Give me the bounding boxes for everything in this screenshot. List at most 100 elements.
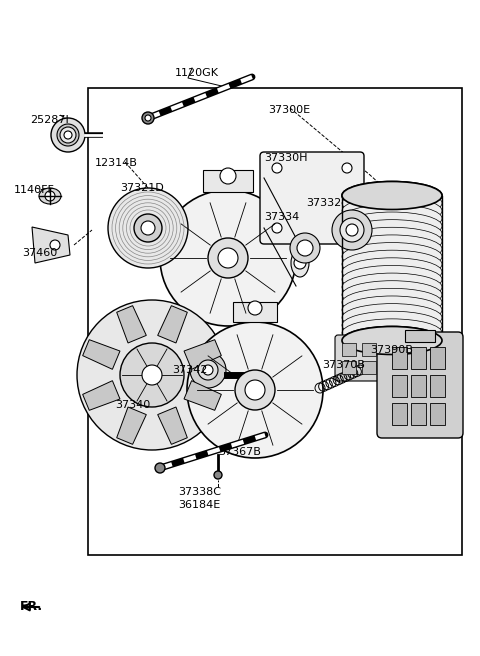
Ellipse shape — [342, 182, 442, 209]
Text: 37342: 37342 — [172, 365, 207, 375]
Text: 37390B: 37390B — [370, 345, 413, 355]
Text: FR.: FR. — [20, 600, 43, 613]
Circle shape — [141, 221, 155, 235]
Circle shape — [64, 131, 72, 139]
Bar — [392, 403, 407, 425]
Ellipse shape — [342, 327, 442, 354]
Text: 37367B: 37367B — [218, 447, 261, 457]
Bar — [342, 361, 356, 374]
Ellipse shape — [342, 319, 442, 347]
Ellipse shape — [342, 212, 442, 240]
Circle shape — [290, 233, 320, 263]
Bar — [430, 403, 445, 425]
Bar — [411, 347, 426, 369]
Ellipse shape — [342, 304, 442, 331]
Bar — [430, 375, 445, 397]
Polygon shape — [184, 340, 221, 369]
Circle shape — [145, 115, 151, 121]
Text: 37330H: 37330H — [264, 153, 308, 163]
Circle shape — [45, 191, 55, 201]
Text: 1120GK: 1120GK — [175, 68, 219, 78]
Polygon shape — [158, 407, 187, 444]
Circle shape — [120, 343, 184, 407]
Text: 37340: 37340 — [115, 400, 150, 410]
Ellipse shape — [342, 235, 442, 263]
Circle shape — [142, 112, 154, 124]
Circle shape — [203, 365, 213, 375]
Bar — [392, 375, 407, 397]
Bar — [88, 88, 462, 555]
Bar — [233, 302, 277, 322]
Text: 37332: 37332 — [306, 198, 341, 208]
Polygon shape — [32, 227, 70, 263]
Ellipse shape — [342, 243, 442, 270]
Polygon shape — [117, 306, 146, 343]
Circle shape — [60, 127, 76, 143]
Ellipse shape — [342, 258, 442, 286]
FancyBboxPatch shape — [260, 152, 364, 244]
Circle shape — [340, 218, 364, 242]
Ellipse shape — [342, 281, 442, 309]
Bar — [392, 347, 407, 369]
Text: 36184E: 36184E — [178, 500, 220, 510]
Circle shape — [272, 223, 282, 233]
Polygon shape — [158, 306, 187, 343]
Ellipse shape — [342, 311, 442, 339]
Text: 37460: 37460 — [22, 248, 57, 258]
Bar — [411, 375, 426, 397]
Text: 25287I: 25287I — [30, 115, 69, 125]
Ellipse shape — [342, 197, 442, 225]
Text: 37338C: 37338C — [178, 487, 221, 497]
Text: 1140FF: 1140FF — [14, 185, 55, 195]
Ellipse shape — [39, 188, 61, 204]
Polygon shape — [117, 407, 146, 444]
Ellipse shape — [342, 220, 442, 248]
Circle shape — [248, 301, 262, 315]
Text: 37300E: 37300E — [268, 105, 310, 115]
Bar — [430, 347, 445, 369]
Circle shape — [220, 168, 236, 184]
FancyBboxPatch shape — [335, 335, 385, 381]
Ellipse shape — [291, 249, 309, 277]
Ellipse shape — [342, 182, 442, 209]
Bar — [362, 361, 376, 374]
Circle shape — [297, 240, 313, 256]
Circle shape — [342, 163, 352, 173]
Circle shape — [50, 240, 60, 250]
Circle shape — [294, 257, 306, 269]
Circle shape — [208, 238, 248, 278]
Text: 37370B: 37370B — [322, 360, 365, 370]
Polygon shape — [184, 380, 221, 410]
Circle shape — [245, 380, 265, 400]
Polygon shape — [83, 340, 120, 369]
Text: 37334: 37334 — [264, 212, 299, 222]
Circle shape — [198, 360, 218, 380]
Ellipse shape — [342, 189, 442, 217]
Circle shape — [108, 188, 188, 268]
Ellipse shape — [342, 266, 442, 293]
Polygon shape — [83, 380, 120, 410]
Ellipse shape — [342, 289, 442, 316]
Circle shape — [235, 370, 275, 410]
Circle shape — [187, 322, 323, 458]
Ellipse shape — [51, 118, 85, 152]
Circle shape — [342, 223, 352, 233]
Circle shape — [160, 190, 296, 326]
Circle shape — [272, 163, 282, 173]
Text: 37321D: 37321D — [120, 183, 164, 193]
Circle shape — [134, 214, 162, 242]
Bar — [342, 343, 356, 356]
Circle shape — [142, 365, 162, 385]
Ellipse shape — [342, 250, 442, 278]
Ellipse shape — [342, 327, 442, 354]
Ellipse shape — [342, 205, 442, 232]
Circle shape — [218, 248, 238, 268]
Text: 12314B: 12314B — [95, 158, 138, 168]
Circle shape — [190, 352, 226, 388]
Circle shape — [346, 224, 358, 236]
Ellipse shape — [342, 296, 442, 324]
Bar — [411, 403, 426, 425]
Bar — [362, 343, 376, 356]
Bar — [405, 330, 435, 342]
Circle shape — [214, 471, 222, 479]
